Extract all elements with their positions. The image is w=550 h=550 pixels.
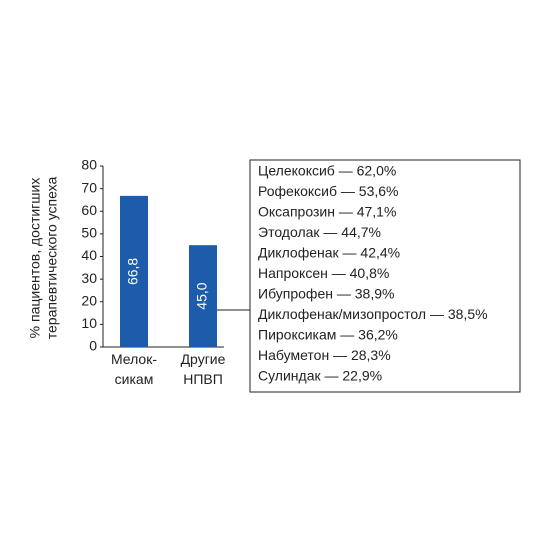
y-tick-label: 20 — [81, 292, 97, 308]
y-axis-label: терапевтического успеха — [44, 177, 60, 340]
y-tick-label: 0 — [89, 338, 97, 354]
y-tick-label: 40 — [81, 247, 97, 263]
y-tick-label: 10 — [81, 315, 97, 331]
x-tick-label: Другие НПВП — [181, 351, 226, 387]
annotation: Рофекоксиб — 53,6% — [258, 183, 398, 199]
value-label: 66,8 — [125, 258, 141, 285]
annotation: Ибупрофен — 38,9% — [258, 286, 394, 302]
y-tick-label: 70 — [81, 179, 97, 195]
bar — [120, 195, 148, 347]
annotation: Этодолак — 44,7% — [258, 224, 381, 240]
y-tick-label: 30 — [81, 270, 97, 286]
y-axis-label: % пациентов, достигших — [27, 178, 43, 339]
value-label: 45,0 — [194, 282, 210, 309]
y-tick-label: 60 — [81, 202, 97, 218]
bar — [189, 245, 217, 347]
annotation: Пироксикам — 36,2% — [258, 327, 398, 343]
annotation: Оксапрозин — 47,1% — [258, 204, 396, 220]
annotation: Напроксен — 40,8% — [258, 265, 389, 281]
x-tick-label: Мелок-сикам — [111, 351, 157, 387]
annotation: Набуметон — 28,3% — [258, 347, 391, 363]
annotation: Диклофенак/мизопростол — 38,5% — [258, 306, 488, 322]
annotation-box — [249, 159, 521, 393]
annotation: Сулиндак — 22,9% — [258, 368, 382, 384]
annotation: Диклофенак — 42,4% — [258, 245, 400, 261]
y-tick-label: 50 — [81, 225, 97, 241]
y-tick-label: 80 — [81, 157, 97, 173]
annotation: Целекоксиб — 62,0% — [258, 163, 396, 179]
